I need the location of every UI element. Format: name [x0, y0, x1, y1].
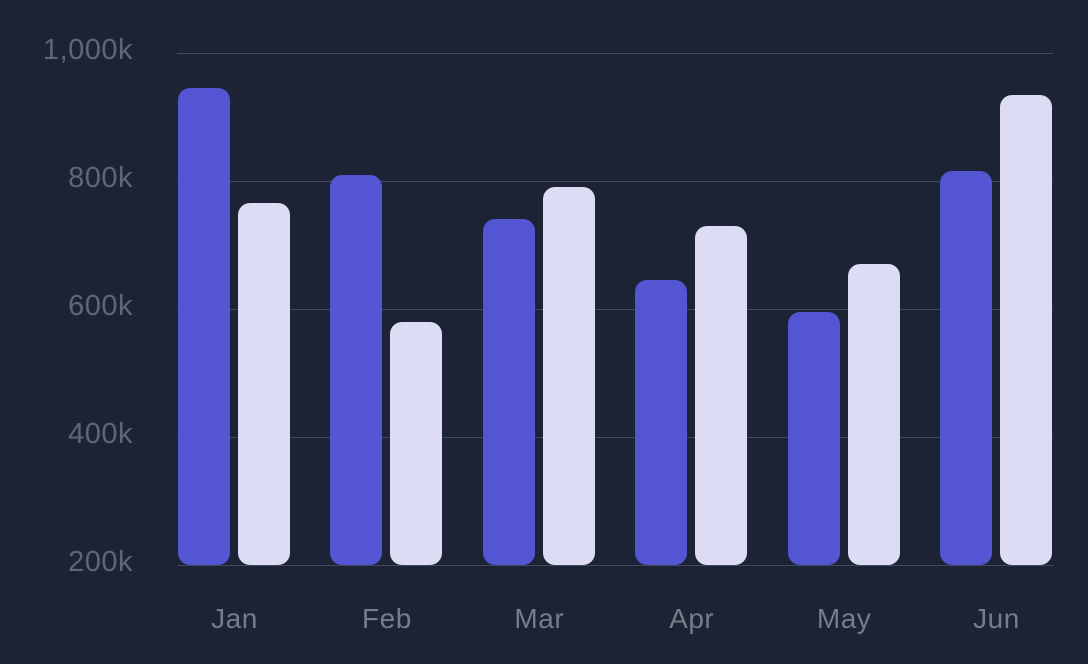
x-axis-label-mar: Mar: [514, 603, 565, 634]
bar-may-secondary[interactable]: [847, 264, 900, 565]
x-axis-label-apr: Apr: [669, 603, 715, 634]
bar-jun-secondary[interactable]: [1000, 94, 1052, 565]
gridline: [177, 181, 1053, 182]
gridline: [177, 53, 1053, 54]
bar-jun-primary[interactable]: [940, 171, 992, 565]
bar-feb-primary[interactable]: [330, 174, 383, 565]
x-axis-label-feb: Feb: [362, 603, 412, 634]
bar-jan-secondary[interactable]: [238, 203, 290, 565]
bar-apr-primary[interactable]: [635, 280, 688, 565]
gridline: [177, 437, 1053, 438]
bar-mar-primary[interactable]: [482, 219, 535, 565]
x-axis-label-may: May: [816, 603, 872, 634]
bar-may-primary[interactable]: [787, 312, 840, 565]
y-axis-tick-label: 200k: [68, 546, 133, 578]
y-axis-tick-label: 1,000k: [42, 34, 133, 66]
y-axis-tick-label: 600k: [68, 290, 133, 322]
bar-mar-secondary[interactable]: [542, 187, 595, 565]
y-axis-tick-label: 400k: [68, 418, 133, 450]
bar-feb-secondary[interactable]: [390, 321, 443, 565]
gridline: [177, 309, 1053, 310]
gridline: [177, 565, 1053, 566]
x-axis-label-jun: Jun: [973, 603, 1020, 634]
bar-jan-primary[interactable]: [178, 88, 230, 565]
x-axis-label-jan: Jan: [211, 603, 258, 634]
y-axis-tick-label: 800k: [68, 162, 133, 194]
bar-apr-secondary[interactable]: [695, 225, 748, 565]
